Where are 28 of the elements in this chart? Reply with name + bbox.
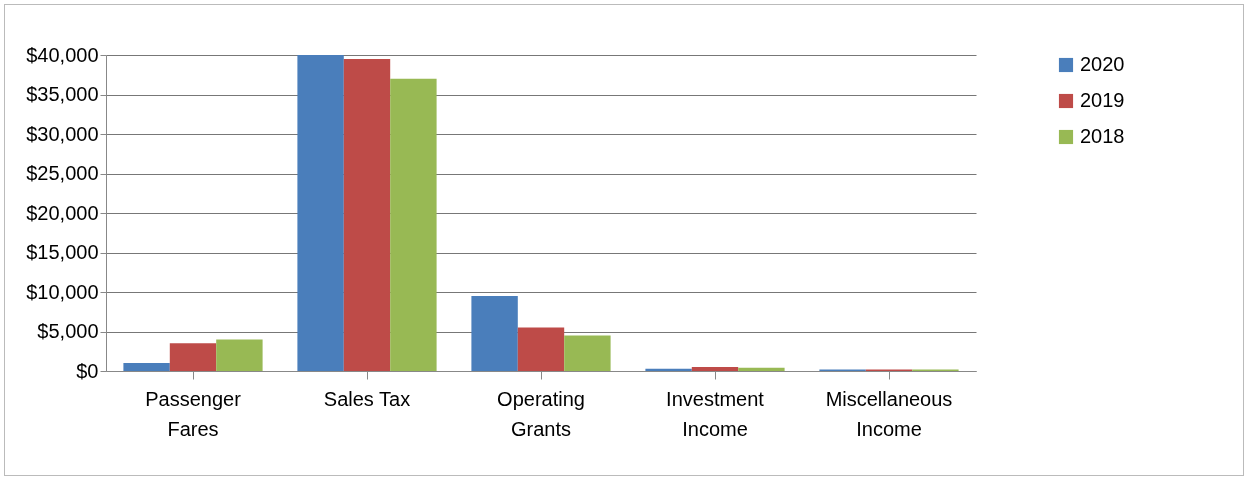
y-tick-label: $5,000 [37,320,99,342]
legend-label: 2019 [1080,89,1125,111]
bar [123,363,170,371]
y-tick-label: $25,000 [26,162,99,184]
bar [169,343,217,371]
y-tick-label: $15,000 [26,241,99,263]
bar [738,367,785,371]
y-tick-label: $10,000 [26,280,99,303]
x-tick-label: Passenger Fares [145,387,242,440]
legend-label: 2020 [1080,53,1125,75]
x-tick-label: Sales Tax [323,387,411,410]
bar [564,335,611,371]
bar [691,367,739,371]
legend-label: 2018 [1080,125,1125,147]
y-tick-label: $35,000 [26,83,99,105]
bar [471,295,518,371]
y-tick-label: $20,000 [26,201,99,224]
bar [390,78,437,371]
x-tick-label: Operating Grants [497,387,585,440]
bar [517,327,565,371]
y-tick-label: $30,000 [26,122,99,145]
y-tick-label: $40,000 [26,43,99,66]
y-tick-label: $0 [76,359,99,382]
x-tick-label: Investment Income [666,387,765,440]
bar [216,339,263,371]
bar [297,55,344,371]
x-tick-label: Miscellaneous Income [825,387,953,440]
bar [343,58,391,371]
